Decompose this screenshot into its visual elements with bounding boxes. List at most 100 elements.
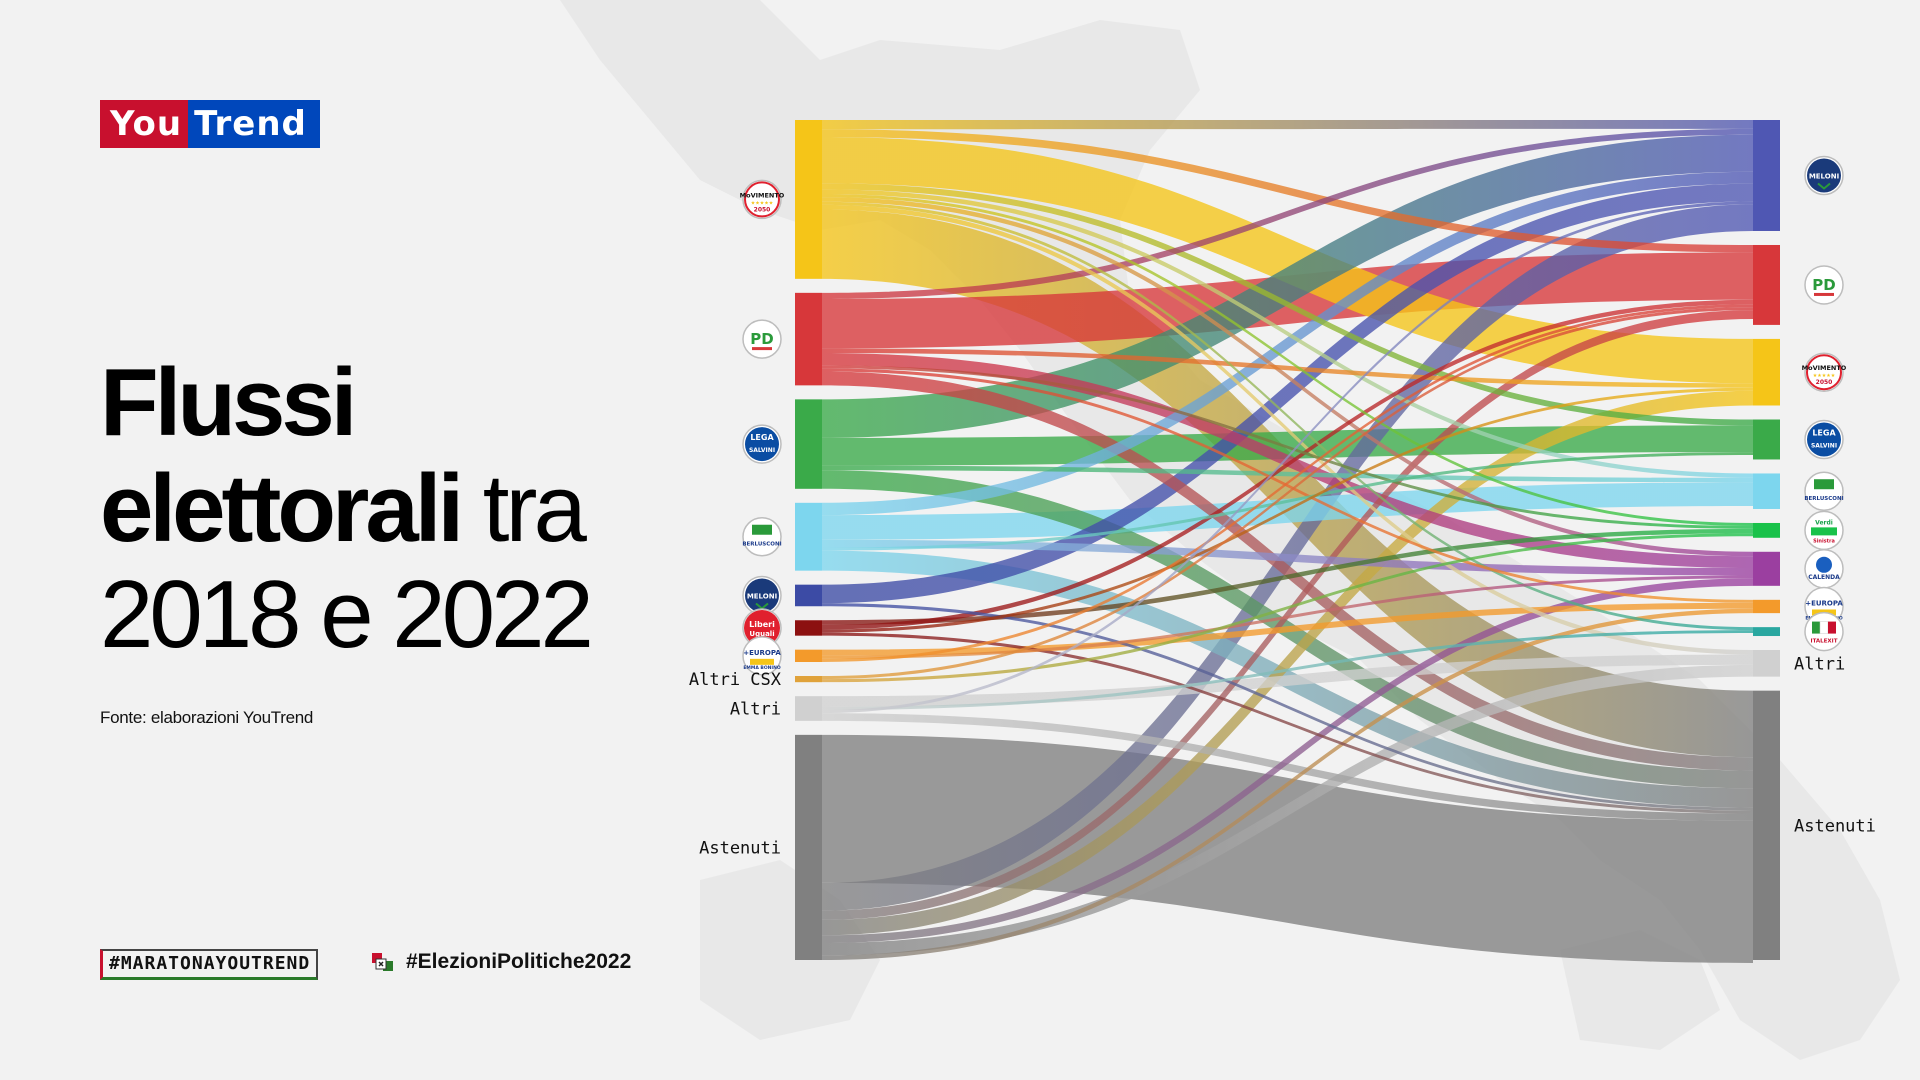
svg-text:★★★★★: ★★★★★	[751, 200, 774, 206]
left-label-Astenuti: Astenuti	[699, 838, 781, 858]
right-forza-italia-logo: BERLUSCONI	[1804, 471, 1844, 511]
svg-text:EMMA BONINO: EMMA BONINO	[743, 665, 781, 671]
right-node-M5S	[1753, 338, 1780, 406]
flow-LeU-to-M5S	[822, 387, 1753, 633]
svg-text:MoVIMENTO: MoVIMENTO	[740, 191, 785, 199]
left-node-Altri	[795, 696, 822, 721]
right-node-Italexit	[1753, 627, 1780, 637]
flow-Astenuti-to-Azione	[822, 578, 1753, 944]
right-node-Verdi	[1753, 522, 1780, 538]
flow-Astenuti-to-PD	[822, 310, 1753, 920]
svg-text:BERLUSCONI: BERLUSCONI	[742, 542, 781, 548]
right-node-FdI	[1753, 120, 1780, 231]
svg-text:+EUROPA: +EUROPA	[1805, 599, 1843, 607]
svg-text:SALVINI: SALVINI	[749, 447, 775, 454]
flow-FI-to-Azione	[822, 539, 1753, 576]
flow-PD-to-Azione	[822, 352, 1753, 569]
svg-text:BERLUSCONI: BERLUSCONI	[1804, 496, 1843, 502]
left-node-Europa	[795, 649, 822, 663]
flow-M5S-to-Verdi	[822, 194, 1753, 526]
hashtag-election-text: #ElezioniPolitiche2022	[406, 950, 632, 973]
left-node-FI	[795, 502, 822, 571]
flow-PD-to-Astenuti	[822, 371, 1753, 771]
svg-text:Verdi: Verdi	[1815, 519, 1833, 526]
flow-LeU-to-Astenuti	[822, 632, 1753, 814]
svg-text:MELONI: MELONI	[1809, 172, 1839, 180]
svg-text:MoVIMENTO: MoVIMENTO	[1802, 364, 1847, 372]
flow-Lega-to-Lega	[822, 425, 1753, 466]
title-line-2-normal: tra	[460, 455, 587, 562]
flow-M5S-to-Azione	[822, 197, 1753, 557]
left-node-Astenuti	[795, 734, 822, 960]
hashtag-marathon[interactable]: #MARATONAYOUTREND	[100, 949, 319, 980]
right-movimento-5-stelle-logo: MoVIMENTO★★★★★2050	[1802, 352, 1847, 392]
flow-Astenuti-to-M5S	[822, 390, 1753, 936]
flow-AltriCSX-to-Verdi	[822, 533, 1753, 683]
right-node-PD	[1753, 244, 1780, 325]
flow-PD-to-Verdi	[822, 365, 1753, 529]
right-fratelli-italia-logo: MELONI	[1804, 155, 1844, 196]
svg-text:2050: 2050	[754, 206, 771, 213]
svg-text:LEGA: LEGA	[750, 433, 774, 442]
right-italexit-logo: ITALEXIT	[1804, 611, 1844, 652]
right-azione-calenda-logo: CALENDA	[1804, 549, 1844, 589]
flow-PD-to-Europa	[822, 368, 1753, 603]
labels-layer: MoVIMENTO★★★★★2050PDLEGASALVINIBERLUSCON…	[689, 155, 1876, 858]
flow-M5S-to-PD	[822, 129, 1753, 253]
right-node-Altri	[1753, 650, 1780, 677]
left-node-Lega	[795, 399, 822, 489]
flow-M5S-to-Italexit	[822, 201, 1753, 631]
flow-Lega-to-FdI	[822, 134, 1753, 438]
flow-M5S-to-FdI	[822, 120, 1753, 130]
flow-Lega-to-FI	[822, 465, 1753, 483]
svg-text:SALVINI: SALVINI	[1811, 442, 1837, 449]
svg-text:ITALEXIT: ITALEXIT	[1811, 639, 1838, 645]
flows-layer	[822, 120, 1753, 963]
flow-PD-to-M5S	[822, 348, 1753, 388]
svg-text:Sinistra: Sinistra	[1813, 538, 1835, 544]
right-node-FI	[1753, 473, 1780, 509]
svg-text:CALENDA: CALENDA	[1808, 574, 1840, 581]
svg-text:Uguali: Uguali	[749, 630, 774, 638]
svg-text:MELONI: MELONI	[747, 592, 777, 600]
flow-Astenuti-to-Astenuti	[822, 734, 1753, 963]
left-forza-italia-logo: BERLUSCONI	[742, 516, 782, 557]
right-lega-salvini-logo: LEGA SALVINI	[1804, 419, 1844, 460]
svg-text:★★★★★: ★★★★★	[1813, 373, 1836, 379]
svg-text:LEGA: LEGA	[1812, 428, 1836, 437]
page-title: Flussi elettorali tra 2018 e 2022	[100, 350, 594, 668]
flow-M5S-to-FI	[822, 189, 1753, 478]
flow-PD-to-FdI	[822, 128, 1753, 300]
title-line-3: 2018 e 2022	[100, 561, 594, 668]
flow-LeU-to-Verdi	[822, 528, 1753, 625]
right-node-Lega	[1753, 419, 1780, 460]
left-movimento-5-stelle-logo: MoVIMENTO★★★★★2050	[740, 179, 785, 220]
title-line-2-bold: elettorali	[100, 455, 464, 562]
left-node-LeU	[795, 620, 822, 636]
nodes-layer	[795, 120, 1780, 960]
flow-FdI-to-FdI	[822, 183, 1753, 604]
flow-Astenuti-to-Altri	[822, 664, 1753, 956]
youtrend-logo[interactable]: You Trend	[100, 100, 320, 148]
svg-text:2050: 2050	[1816, 379, 1833, 386]
flow-Europa-to-Europa	[822, 602, 1753, 656]
left-piu-europa-logo: +EUROPA EMMA BONINO	[742, 636, 782, 676]
left-fratelli-italia-logo: MELONI	[742, 575, 782, 616]
flow-Europa-to-PD	[822, 304, 1753, 663]
left-lega-salvini-logo: LEGA SALVINI	[742, 424, 782, 464]
left-label-Altri: Altri	[730, 700, 781, 720]
left-label-AltriCSX: Altri CSX	[689, 670, 782, 690]
flow-Altri-to-FdI	[822, 201, 1753, 714]
flow-Astenuti-to-Europa	[822, 608, 1753, 960]
logo-trend: Trend	[188, 100, 320, 148]
flow-M5S-to-M5S	[822, 136, 1753, 384]
left-pd-logo: PD	[742, 319, 782, 359]
hashtag-election[interactable]: #ElezioniPolitiche2022	[370, 947, 631, 977]
right-label-Altri: Altri	[1794, 654, 1845, 674]
flow-FI-to-FdI	[822, 171, 1753, 516]
right-label-Astenuti: Astenuti	[1794, 816, 1876, 836]
flow-Altri-to-Altri	[822, 654, 1753, 707]
flow-M5S-to-Lega	[822, 183, 1753, 426]
